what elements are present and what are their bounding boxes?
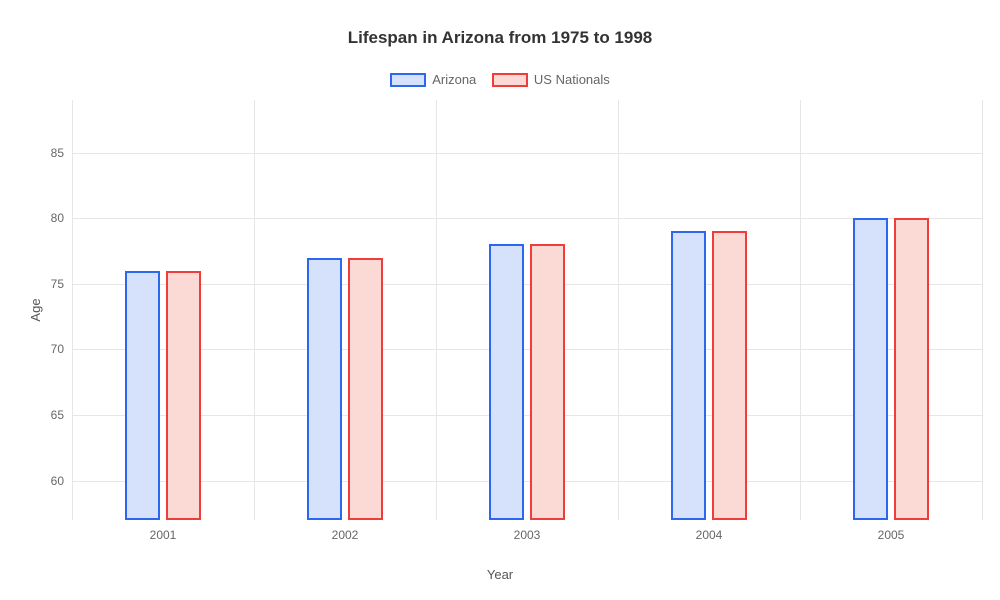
x-tick-label: 2003 [514, 528, 541, 542]
x-tick-label: 2002 [332, 528, 359, 542]
bar-arizona [307, 258, 342, 521]
chart-title: Lifespan in Arizona from 1975 to 1998 [0, 28, 1000, 48]
legend-label-arizona: Arizona [432, 72, 476, 87]
legend-item-arizona: Arizona [390, 72, 476, 87]
gridline-horizontal [72, 153, 982, 154]
bar-us-nationals [166, 271, 201, 520]
bar-us-nationals [712, 231, 747, 520]
legend: Arizona US Nationals [0, 72, 1000, 90]
x-tick-label: 2004 [696, 528, 723, 542]
y-tick-label: 70 [51, 342, 64, 356]
bar-arizona [489, 244, 524, 520]
gridline-vertical [982, 100, 983, 520]
gridline-horizontal [72, 349, 982, 350]
bar-arizona [671, 231, 706, 520]
bar-arizona [125, 271, 160, 520]
gridline-vertical [436, 100, 437, 520]
bar-arizona [853, 218, 888, 520]
y-tick-label: 80 [51, 211, 64, 225]
bar-us-nationals [894, 218, 929, 520]
gridline-vertical [72, 100, 73, 520]
y-tick-label: 75 [51, 277, 64, 291]
gridline-horizontal [72, 415, 982, 416]
y-tick-label: 65 [51, 408, 64, 422]
bar-us-nationals [348, 258, 383, 521]
legend-swatch-us-nationals [492, 73, 528, 87]
gridline-vertical [254, 100, 255, 520]
plot-area [72, 100, 982, 520]
y-tick-label: 85 [51, 146, 64, 160]
x-tick-label: 2005 [878, 528, 905, 542]
gridline-horizontal [72, 218, 982, 219]
bar-us-nationals [530, 244, 565, 520]
legend-label-us-nationals: US Nationals [534, 72, 610, 87]
gridline-horizontal [72, 284, 982, 285]
gridline-vertical [800, 100, 801, 520]
gridline-horizontal [72, 481, 982, 482]
legend-item-us-nationals: US Nationals [492, 72, 610, 87]
gridline-vertical [618, 100, 619, 520]
chart-container: Lifespan in Arizona from 1975 to 1998 Ar… [0, 0, 1000, 600]
legend-swatch-arizona [390, 73, 426, 87]
x-tick-label: 2001 [150, 528, 177, 542]
y-tick-label: 60 [51, 474, 64, 488]
y-axis-title: Age [28, 298, 43, 321]
x-axis-title: Year [0, 567, 1000, 582]
